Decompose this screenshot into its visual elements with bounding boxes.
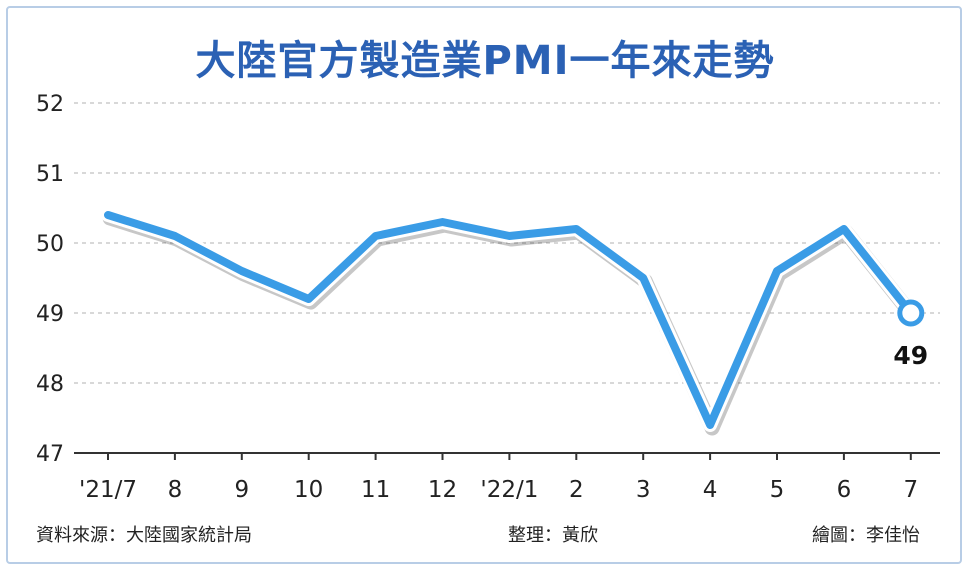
data-point — [238, 267, 246, 275]
y-tick-label: 49 — [36, 302, 64, 327]
data-point — [706, 421, 714, 429]
series-line-outline — [101, 208, 918, 432]
chart-frame — [6, 6, 962, 564]
data-point — [372, 232, 380, 240]
x-tick-label: 12 — [428, 477, 457, 503]
x-tick-label: 5 — [770, 477, 785, 503]
data-point — [305, 295, 313, 303]
x-tick-label: 9 — [234, 477, 249, 503]
chart-title: 大陸官方製造業PMI一年來走勢 — [195, 38, 775, 84]
data-point — [171, 232, 179, 240]
x-tick-label: 6 — [837, 477, 852, 503]
y-tick-label: 50 — [36, 232, 64, 257]
y-tick-label: 48 — [36, 372, 64, 397]
data-point — [104, 211, 112, 219]
last-value-label: 49 — [893, 341, 928, 370]
x-tick-label: 2 — [569, 477, 584, 503]
last-data-point-center — [906, 309, 915, 317]
editor-note: 整理：黃欣 — [508, 525, 598, 546]
data-point — [439, 218, 447, 226]
y-tick-label: 51 — [36, 162, 64, 187]
x-tick-label: 3 — [636, 477, 651, 503]
data-point — [505, 232, 513, 240]
data-point — [773, 267, 781, 275]
source-note: 資料來源：大陸國家統計局 — [36, 525, 252, 546]
series-line — [104, 211, 915, 429]
data-point — [639, 274, 647, 282]
x-tick-label: '21/7 — [79, 477, 137, 503]
x-tick-label: '22/1 — [480, 477, 538, 503]
series-line-shadow — [102, 210, 921, 436]
x-tick-label: 8 — [168, 477, 183, 503]
data-point — [572, 225, 580, 233]
x-tick-label: 10 — [294, 477, 323, 503]
x-tick-label: 11 — [361, 477, 390, 503]
x-tick-label: 4 — [703, 477, 718, 503]
y-tick-label: 47 — [36, 442, 64, 467]
x-tick-label: 7 — [903, 477, 918, 503]
y-tick-label: 52 — [36, 92, 64, 117]
data-point — [840, 225, 848, 233]
artist-note: 繪圖：李佳怡 — [812, 525, 920, 546]
